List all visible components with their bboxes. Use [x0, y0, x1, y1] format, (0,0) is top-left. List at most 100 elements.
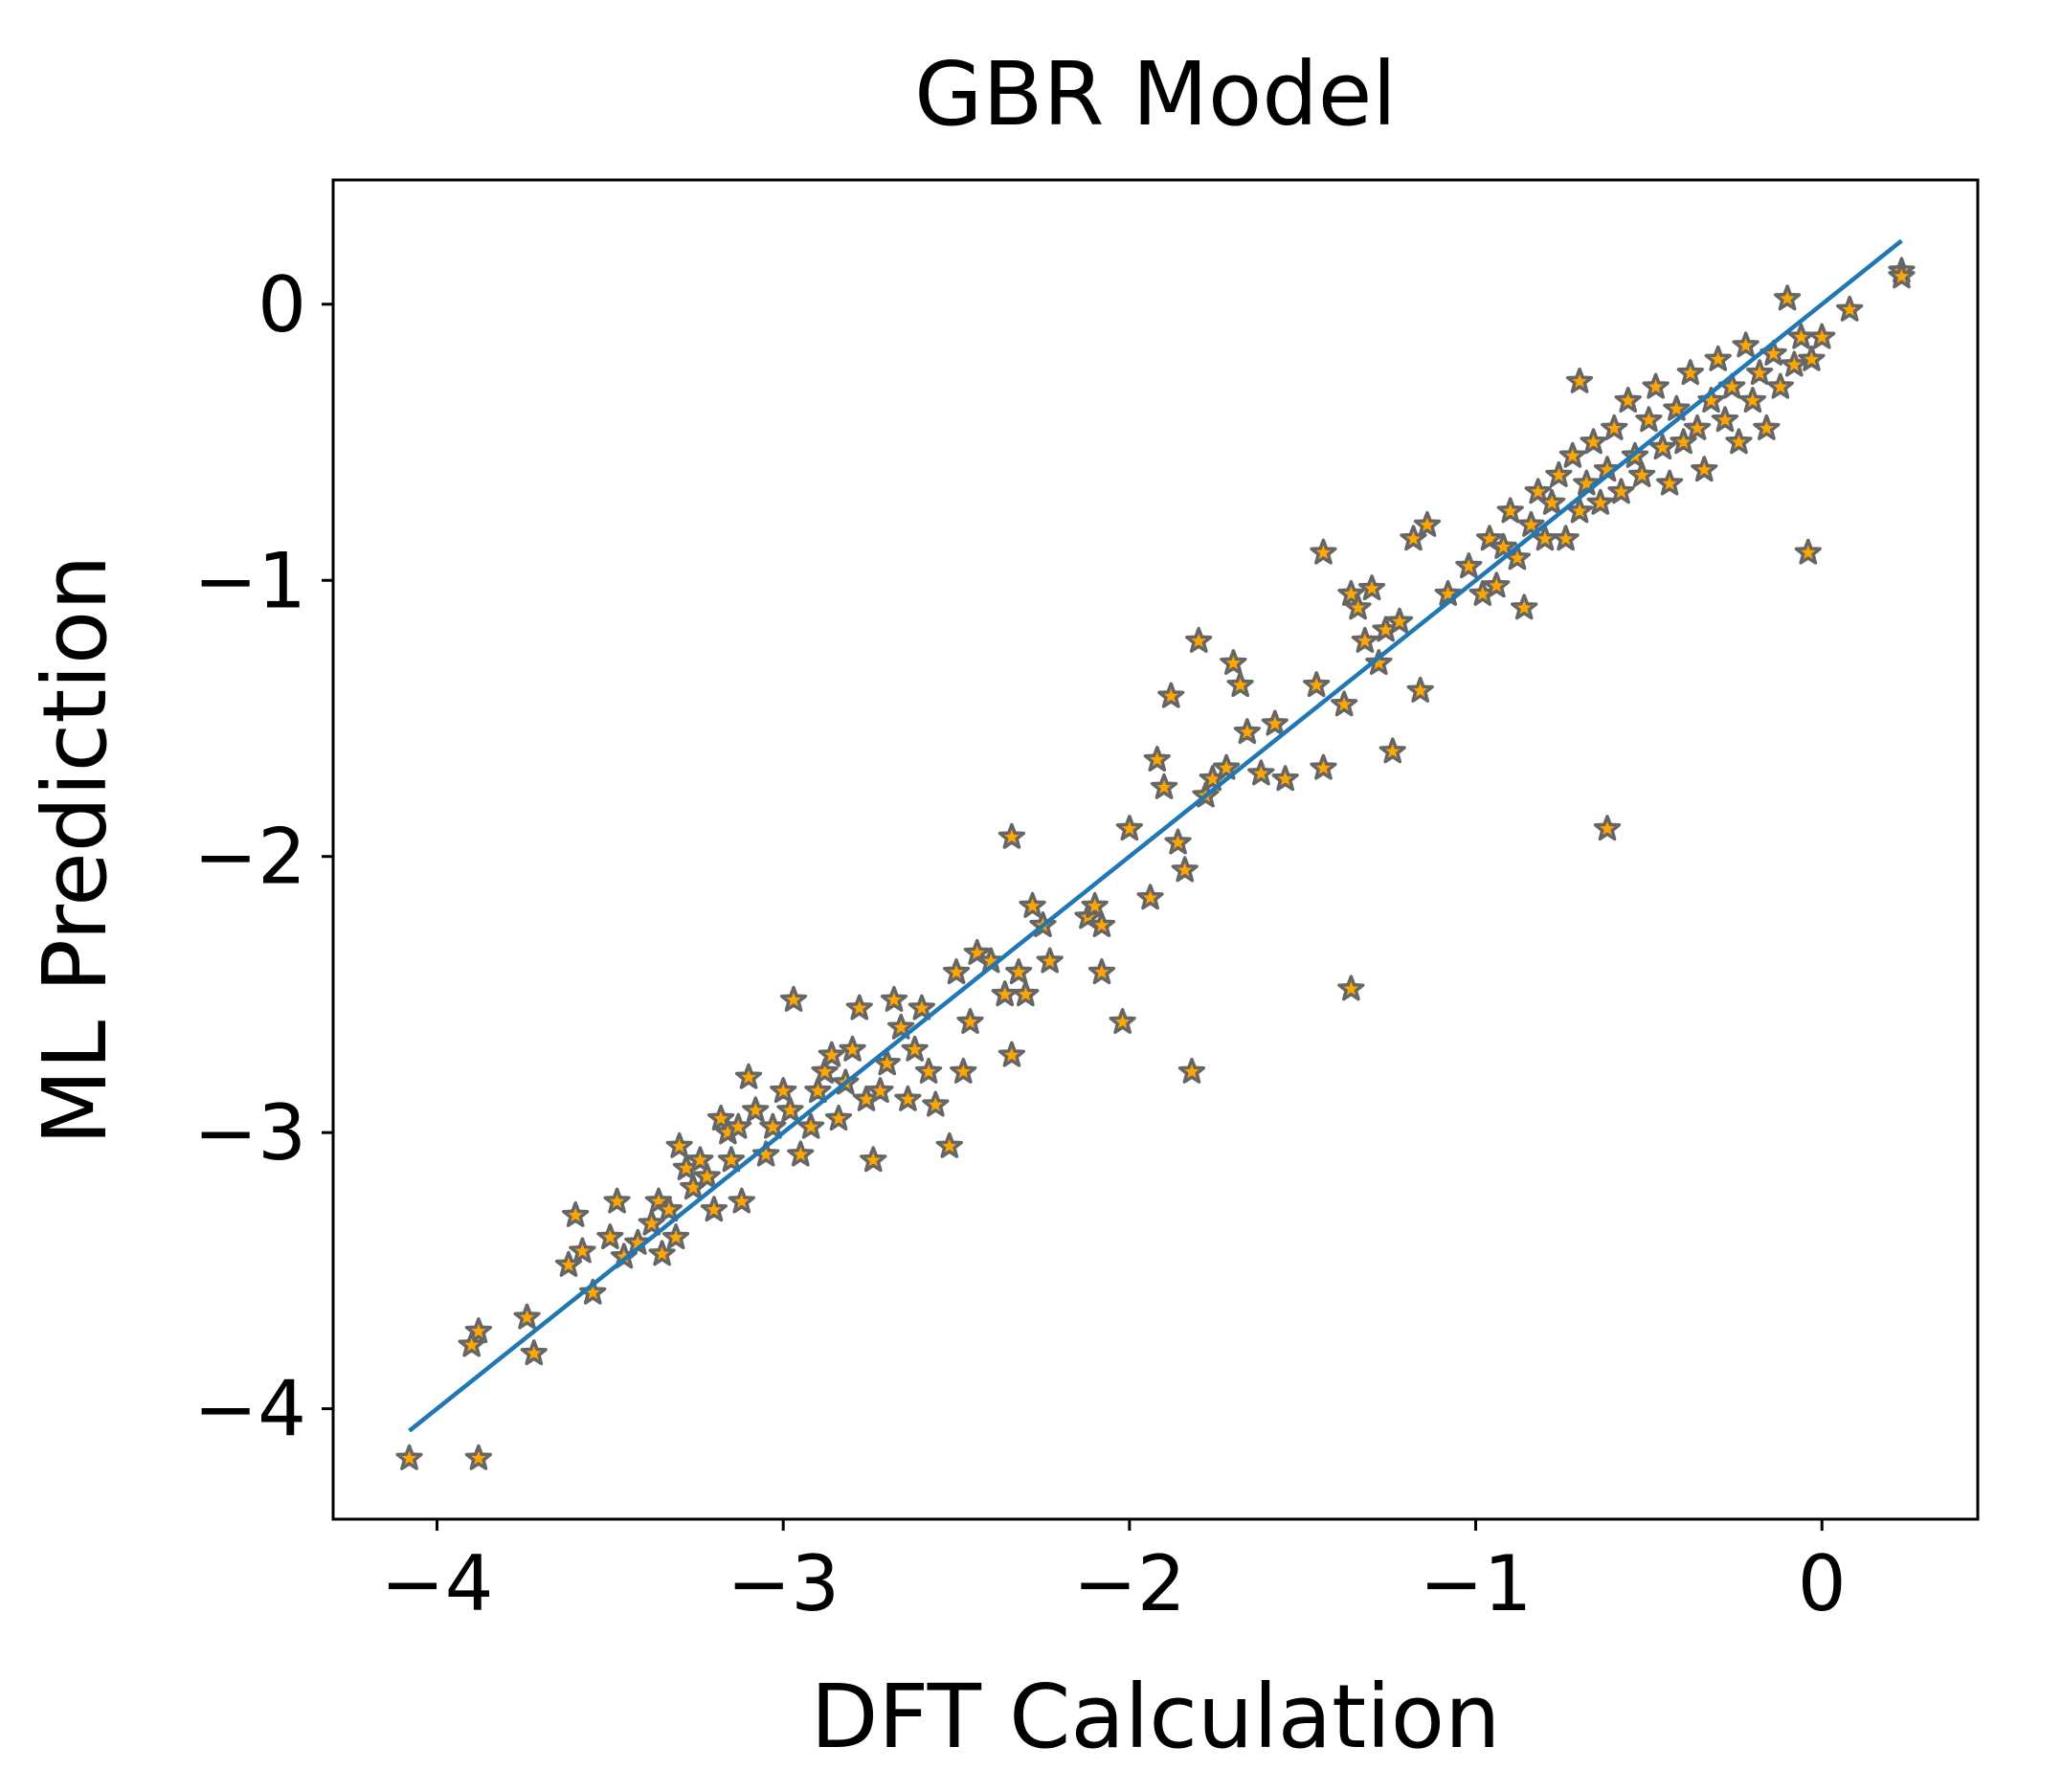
data-point: [1378, 737, 1406, 764]
data-point: [1683, 414, 1712, 440]
y-axis-label: ML Prediction: [24, 555, 126, 1146]
data-point: [1081, 891, 1109, 918]
data-point: [1691, 456, 1718, 482]
data-point: [1888, 262, 1916, 289]
data-point: [845, 994, 873, 1020]
data-point: [1697, 387, 1725, 414]
data-point: [1746, 359, 1774, 386]
data-point: [1781, 350, 1808, 377]
data-point: [950, 1057, 977, 1084]
data-point: [880, 985, 908, 1012]
data-point: [894, 1085, 922, 1111]
data-point: [1344, 594, 1372, 620]
data-point: [1310, 753, 1337, 780]
y-tick-label: −4: [193, 1365, 306, 1454]
data-point: [661, 1223, 690, 1250]
data-point: [1601, 414, 1628, 440]
data-point: [1261, 709, 1289, 736]
data-point: [706, 1104, 735, 1131]
data-point: [464, 1444, 493, 1470]
data-point: [1704, 345, 1732, 371]
points-layer: [395, 257, 1916, 1470]
data-point: [603, 1187, 631, 1214]
data-point: [1490, 532, 1517, 559]
data-point: [935, 1131, 963, 1158]
data-point: [1711, 406, 1739, 433]
data-point: [997, 1041, 1026, 1067]
data-point: [1455, 552, 1483, 579]
data-point: [1226, 671, 1254, 698]
data-point: [1738, 387, 1767, 414]
data-point: [1573, 469, 1601, 496]
data-point: [1614, 387, 1642, 414]
data-point: [1517, 510, 1545, 537]
data-point: [1565, 367, 1594, 393]
data-point: [1732, 331, 1759, 358]
data-point: [1798, 345, 1826, 371]
data-point: [717, 1146, 746, 1173]
data-point: [1213, 753, 1241, 780]
data-point: [866, 1077, 894, 1104]
data-point: [1087, 958, 1116, 985]
x-tick-label: 0: [1798, 1539, 1847, 1628]
data-point: [804, 1077, 832, 1104]
data-point: [1019, 891, 1046, 918]
data-point: [1642, 372, 1670, 399]
data-point: [1434, 579, 1462, 606]
x-tick-label: −1: [1420, 1539, 1533, 1628]
data-point: [395, 1444, 423, 1470]
data-point: [1808, 323, 1836, 349]
data-point: [1676, 359, 1704, 386]
data-point: [1177, 1057, 1206, 1084]
data-point: [1593, 815, 1622, 841]
data-point: [1012, 980, 1040, 1007]
data-point: [1607, 478, 1635, 504]
data-point: [1271, 765, 1299, 792]
data-point: [1586, 488, 1614, 515]
fit-line: [408, 238, 1903, 1433]
data-point: [1337, 579, 1365, 606]
data-point: [1648, 434, 1676, 460]
data-point: [1552, 525, 1580, 551]
data-point: [1185, 626, 1213, 653]
data-point: [991, 980, 1019, 1007]
data-point: [1580, 428, 1607, 455]
data-point: [1164, 828, 1192, 855]
x-axis-label: DFT Calculation: [811, 1666, 1501, 1768]
data-point: [1157, 682, 1185, 708]
data-point: [1413, 510, 1442, 537]
data-point: [1136, 884, 1164, 910]
data-point: [693, 1162, 721, 1189]
data-point: [1109, 1008, 1136, 1035]
data-point: [1773, 284, 1802, 311]
data-point: [1233, 718, 1261, 745]
data-point: [596, 1223, 624, 1250]
plot-frame: [331, 178, 1980, 1521]
data-point: [797, 1112, 825, 1139]
data-point: [458, 1331, 485, 1357]
data-point: [742, 1096, 770, 1123]
data-point: [776, 1096, 804, 1123]
y-axis-ticks: −4 −3 −2 −1 0: [193, 260, 333, 1454]
data-point: [914, 1057, 943, 1084]
data-point: [1385, 607, 1414, 634]
data-point: [1143, 746, 1171, 773]
y-tick-label: −2: [193, 813, 306, 902]
data-point: [513, 1303, 541, 1330]
y-tick-label: −1: [193, 536, 306, 625]
data-point: [1247, 759, 1275, 786]
data-point: [1171, 856, 1199, 883]
data-point: [648, 1240, 676, 1266]
data-point: [1357, 574, 1386, 601]
data-point: [1794, 538, 1822, 565]
data-point: [779, 985, 808, 1012]
data-point: [1635, 406, 1663, 433]
data-point: [1220, 649, 1247, 676]
data-point: [520, 1339, 548, 1366]
x-axis-ticks: −4 −3 −2 −1 0: [381, 1519, 1847, 1628]
data-point: [839, 1035, 866, 1062]
data-point: [725, 1112, 752, 1139]
data-point: [901, 1035, 929, 1062]
data-point: [728, 1187, 755, 1214]
